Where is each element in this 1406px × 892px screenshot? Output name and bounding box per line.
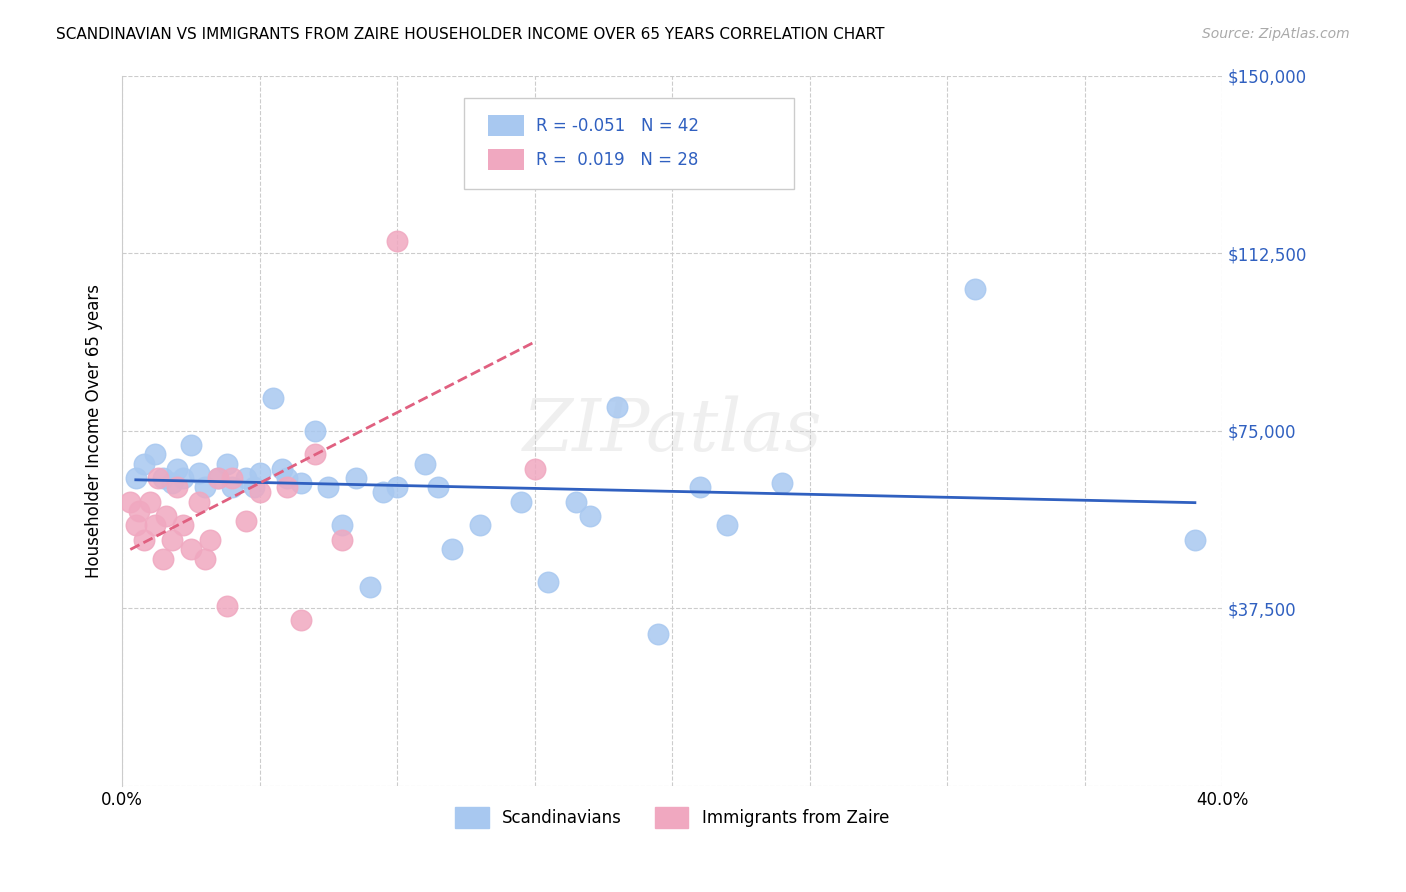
Point xyxy=(249,485,271,500)
Point xyxy=(194,480,217,494)
Point xyxy=(138,494,160,508)
Point xyxy=(146,471,169,485)
Point xyxy=(188,467,211,481)
Point xyxy=(249,467,271,481)
Point xyxy=(427,480,450,494)
Text: R =  0.019   N = 28: R = 0.019 N = 28 xyxy=(536,151,697,169)
Point xyxy=(120,494,142,508)
Point xyxy=(132,533,155,547)
Point xyxy=(441,542,464,557)
Point xyxy=(166,480,188,494)
Point xyxy=(578,508,600,523)
Point xyxy=(606,400,628,414)
Point xyxy=(647,627,669,641)
Point xyxy=(344,471,367,485)
Point xyxy=(172,518,194,533)
Point xyxy=(207,471,229,485)
Point xyxy=(180,438,202,452)
Point xyxy=(318,480,340,494)
Point xyxy=(270,461,292,475)
Point xyxy=(716,518,738,533)
Point xyxy=(510,494,533,508)
Point xyxy=(152,471,174,485)
Legend: Scandinavians, Immigrants from Zaire: Scandinavians, Immigrants from Zaire xyxy=(449,801,896,834)
Point xyxy=(385,234,408,248)
Point xyxy=(276,471,298,485)
Point xyxy=(215,599,238,613)
Point xyxy=(262,391,284,405)
Text: Source: ZipAtlas.com: Source: ZipAtlas.com xyxy=(1202,27,1350,41)
Point xyxy=(359,580,381,594)
Point xyxy=(221,471,243,485)
Point xyxy=(143,447,166,461)
Point xyxy=(172,471,194,485)
Point xyxy=(215,457,238,471)
Point xyxy=(125,518,148,533)
Point xyxy=(1184,533,1206,547)
Point xyxy=(152,551,174,566)
Point xyxy=(198,533,221,547)
Point xyxy=(128,504,150,518)
Point xyxy=(194,551,217,566)
Point xyxy=(276,480,298,494)
Text: R = -0.051   N = 42: R = -0.051 N = 42 xyxy=(536,117,699,135)
Point xyxy=(125,471,148,485)
Point xyxy=(143,518,166,533)
Point xyxy=(537,575,560,590)
Point xyxy=(235,514,257,528)
Point xyxy=(468,518,491,533)
Point xyxy=(689,480,711,494)
Point xyxy=(330,533,353,547)
Point xyxy=(330,518,353,533)
Point xyxy=(385,480,408,494)
Point xyxy=(304,424,326,438)
Point xyxy=(373,485,395,500)
Point xyxy=(243,480,266,494)
Point xyxy=(290,613,312,627)
Point xyxy=(207,471,229,485)
Point xyxy=(235,471,257,485)
Point xyxy=(290,475,312,490)
Point xyxy=(523,461,546,475)
Text: SCANDINAVIAN VS IMMIGRANTS FROM ZAIRE HOUSEHOLDER INCOME OVER 65 YEARS CORRELATI: SCANDINAVIAN VS IMMIGRANTS FROM ZAIRE HO… xyxy=(56,27,884,42)
Point xyxy=(132,457,155,471)
Point xyxy=(188,494,211,508)
Point xyxy=(963,282,986,296)
Point xyxy=(166,461,188,475)
Point xyxy=(180,542,202,557)
Point xyxy=(160,475,183,490)
Point xyxy=(770,475,793,490)
Point xyxy=(468,163,491,178)
Point xyxy=(413,457,436,471)
Point xyxy=(304,447,326,461)
Point xyxy=(155,508,177,523)
Point xyxy=(221,480,243,494)
Text: ZIPatlas: ZIPatlas xyxy=(523,395,823,466)
Point xyxy=(160,533,183,547)
Point xyxy=(565,494,588,508)
Y-axis label: Householder Income Over 65 years: Householder Income Over 65 years xyxy=(86,284,103,578)
